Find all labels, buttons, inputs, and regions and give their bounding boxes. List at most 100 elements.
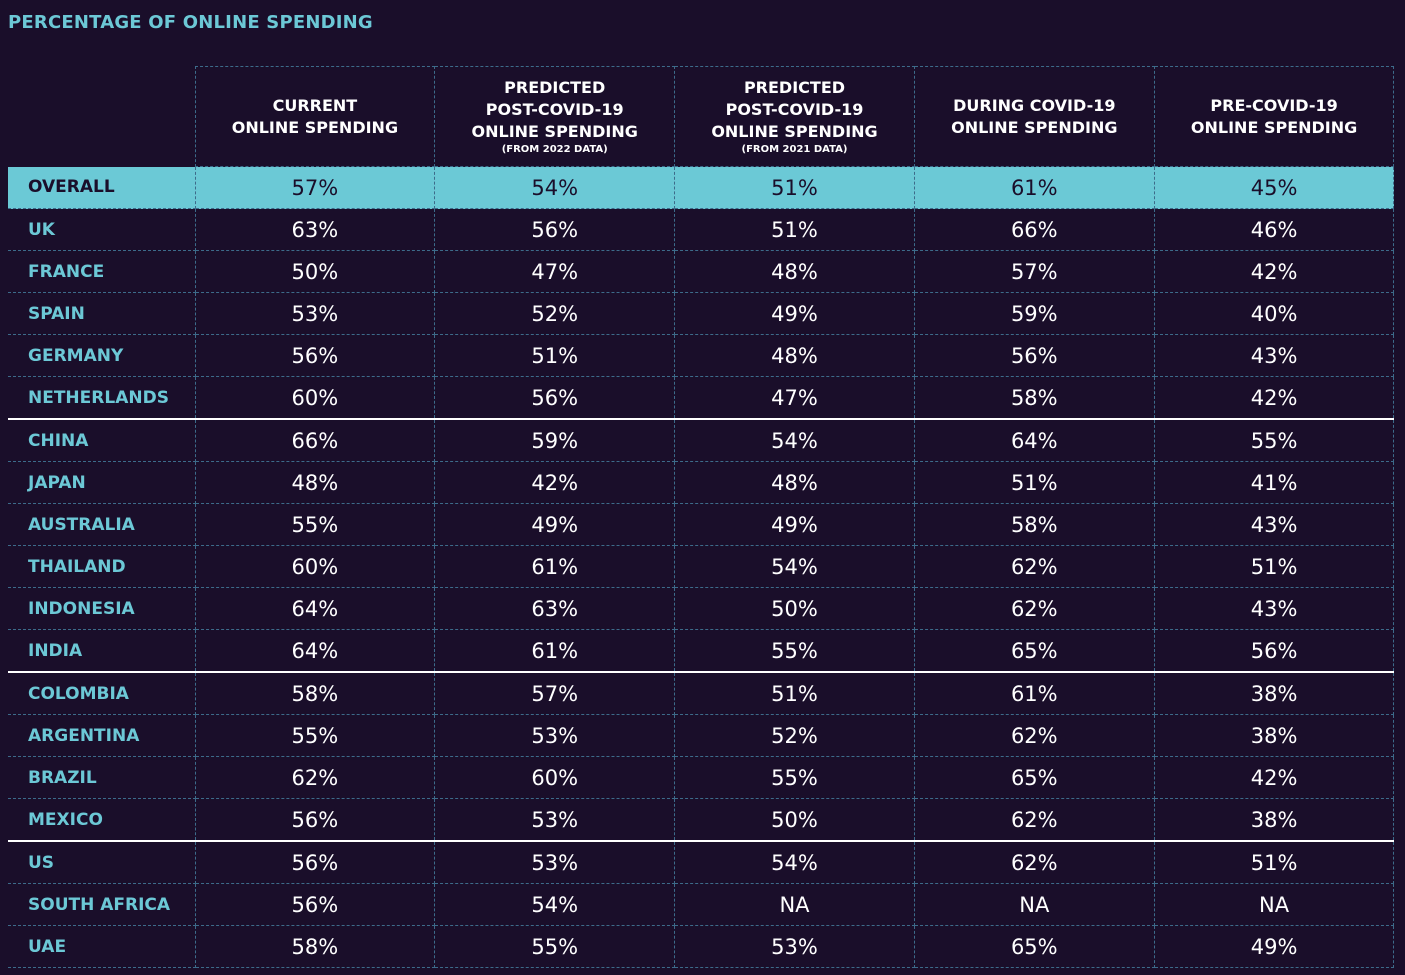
value-cell: 38% bbox=[1153, 714, 1395, 757]
column-header-label: DURING COVID-19 ONLINE SPENDING bbox=[951, 95, 1118, 137]
value-cell: 38% bbox=[1153, 672, 1395, 715]
value-cell: 42% bbox=[1153, 376, 1395, 420]
value-cell: 48% bbox=[194, 461, 436, 504]
header-row: CURRENT ONLINE SPENDING PREDICTED POST-CO… bbox=[8, 66, 1395, 167]
column-header-label: CURRENT ONLINE SPENDING bbox=[231, 95, 399, 137]
value-cell: 43% bbox=[1153, 587, 1395, 630]
value-cell: 51% bbox=[674, 208, 915, 251]
value-cell: 56% bbox=[194, 841, 436, 884]
value-cell: 56% bbox=[194, 798, 436, 842]
row-label: US bbox=[8, 841, 196, 884]
value-cell: 58% bbox=[913, 376, 1155, 420]
row-label: CHINA bbox=[8, 419, 196, 462]
column-header-label: PREDICTED POST-COVID-19 ONLINE SPENDING bbox=[471, 77, 638, 141]
value-cell: 58% bbox=[194, 672, 436, 715]
value-cell: 56% bbox=[434, 208, 676, 251]
value-cell: 62% bbox=[194, 756, 436, 799]
row-label: JAPAN bbox=[8, 461, 196, 504]
value-cell: 60% bbox=[194, 376, 436, 420]
value-cell: 61% bbox=[913, 672, 1155, 715]
value-cell: 66% bbox=[913, 208, 1155, 251]
value-cell: 55% bbox=[674, 756, 915, 799]
value-cell: 60% bbox=[194, 545, 436, 588]
value-cell: 64% bbox=[194, 587, 436, 630]
table-row: SOUTH AFRICA 56% 54% NA NA NA bbox=[8, 883, 1395, 926]
value-cell: 54% bbox=[674, 419, 915, 462]
row-label: SOUTH AFRICA bbox=[8, 883, 196, 926]
table-row: UK 63% 56% 51% 66% 46% bbox=[8, 208, 1395, 251]
value-cell: 50% bbox=[674, 798, 915, 842]
row-label: UAE bbox=[8, 925, 196, 968]
value-cell: 61% bbox=[434, 545, 676, 588]
column-header-4: DURING COVID-19 ONLINE SPENDING bbox=[913, 66, 1155, 167]
value-cell: 61% bbox=[434, 629, 676, 673]
value-cell: 42% bbox=[434, 461, 676, 504]
value-cell: 53% bbox=[434, 714, 676, 757]
table-row: CHINA 66% 59% 54% 64% 55% bbox=[8, 419, 1395, 462]
value-cell: 49% bbox=[674, 292, 915, 335]
value-cell: 57% bbox=[194, 166, 436, 209]
column-header-5: PRE-COVID-19 ONLINE SPENDING bbox=[1153, 66, 1395, 167]
value-cell: 65% bbox=[913, 925, 1155, 968]
header-corner bbox=[8, 67, 195, 167]
value-cell: 57% bbox=[434, 672, 676, 715]
row-label: AUSTRALIA bbox=[8, 503, 196, 546]
value-cell: 53% bbox=[434, 798, 676, 842]
value-cell: 56% bbox=[194, 334, 436, 377]
value-cell: 60% bbox=[434, 756, 676, 799]
column-header-1: CURRENT ONLINE SPENDING bbox=[194, 66, 436, 167]
row-label: COLOMBIA bbox=[8, 672, 196, 715]
value-cell: 51% bbox=[913, 461, 1155, 504]
value-cell: 52% bbox=[674, 714, 915, 757]
value-cell: 62% bbox=[913, 714, 1155, 757]
table-row: COLOMBIA 58% 57% 51% 61% 38% bbox=[8, 672, 1395, 715]
value-cell: 58% bbox=[913, 503, 1155, 546]
value-cell: 61% bbox=[913, 166, 1155, 209]
value-cell: 51% bbox=[434, 334, 676, 377]
value-cell: 62% bbox=[913, 587, 1155, 630]
value-cell: 42% bbox=[1153, 250, 1395, 293]
column-header-label: PREDICTED POST-COVID-19 ONLINE SPENDING bbox=[711, 77, 878, 141]
value-cell: 45% bbox=[1153, 166, 1395, 209]
value-cell: 65% bbox=[913, 629, 1155, 673]
table-row: FRANCE 50% 47% 48% 57% 42% bbox=[8, 250, 1395, 293]
value-cell: 59% bbox=[913, 292, 1155, 335]
table-row: UAE 58% 55% 53% 65% 49% bbox=[8, 925, 1395, 968]
value-cell: 48% bbox=[674, 334, 915, 377]
value-cell: 48% bbox=[674, 250, 915, 293]
table-row: AUSTRALIA 55% 49% 49% 58% 43% bbox=[8, 503, 1395, 546]
value-cell: 53% bbox=[434, 841, 676, 884]
row-label: UK bbox=[8, 208, 196, 251]
value-cell: 38% bbox=[1153, 798, 1395, 842]
row-label: SPAIN bbox=[8, 292, 196, 335]
value-cell: 56% bbox=[1153, 629, 1395, 673]
value-cell: 51% bbox=[1153, 841, 1395, 884]
table-row: INDONESIA 64% 63% 50% 62% 43% bbox=[8, 587, 1395, 630]
table-body: OVERALL 57% 54% 51% 61% 45% UK 63% 56% 51% 66% 46% F… bbox=[8, 166, 1395, 968]
value-cell: 57% bbox=[913, 250, 1155, 293]
value-cell: 47% bbox=[434, 250, 676, 293]
value-cell: 62% bbox=[913, 841, 1155, 884]
value-cell: 55% bbox=[194, 503, 436, 546]
value-cell: 56% bbox=[194, 883, 436, 926]
row-label: ARGENTINA bbox=[8, 714, 196, 757]
column-header-note: (FROM 2021 DATA) bbox=[741, 143, 848, 155]
value-cell: 50% bbox=[674, 587, 915, 630]
column-header-3: PREDICTED POST-COVID-19 ONLINE SPENDING (… bbox=[674, 66, 915, 167]
value-cell: 66% bbox=[194, 419, 436, 462]
value-cell: NA bbox=[913, 883, 1155, 926]
value-cell: 59% bbox=[434, 419, 676, 462]
table-row: THAILAND 60% 61% 54% 62% 51% bbox=[8, 545, 1395, 588]
value-cell: 43% bbox=[1153, 503, 1395, 546]
value-cell: 52% bbox=[434, 292, 676, 335]
value-cell: 63% bbox=[434, 587, 676, 630]
row-label: INDIA bbox=[8, 629, 196, 673]
row-label: NETHERLANDS bbox=[8, 376, 196, 420]
value-cell: 51% bbox=[1153, 545, 1395, 588]
value-cell: 55% bbox=[434, 925, 676, 968]
table-row: MEXICO 56% 53% 50% 62% 38% bbox=[8, 798, 1395, 842]
value-cell: NA bbox=[1153, 883, 1395, 926]
value-cell: 55% bbox=[194, 714, 436, 757]
chart-title: PERCENTAGE OF ONLINE SPENDING bbox=[8, 12, 373, 33]
value-cell: 41% bbox=[1153, 461, 1395, 504]
